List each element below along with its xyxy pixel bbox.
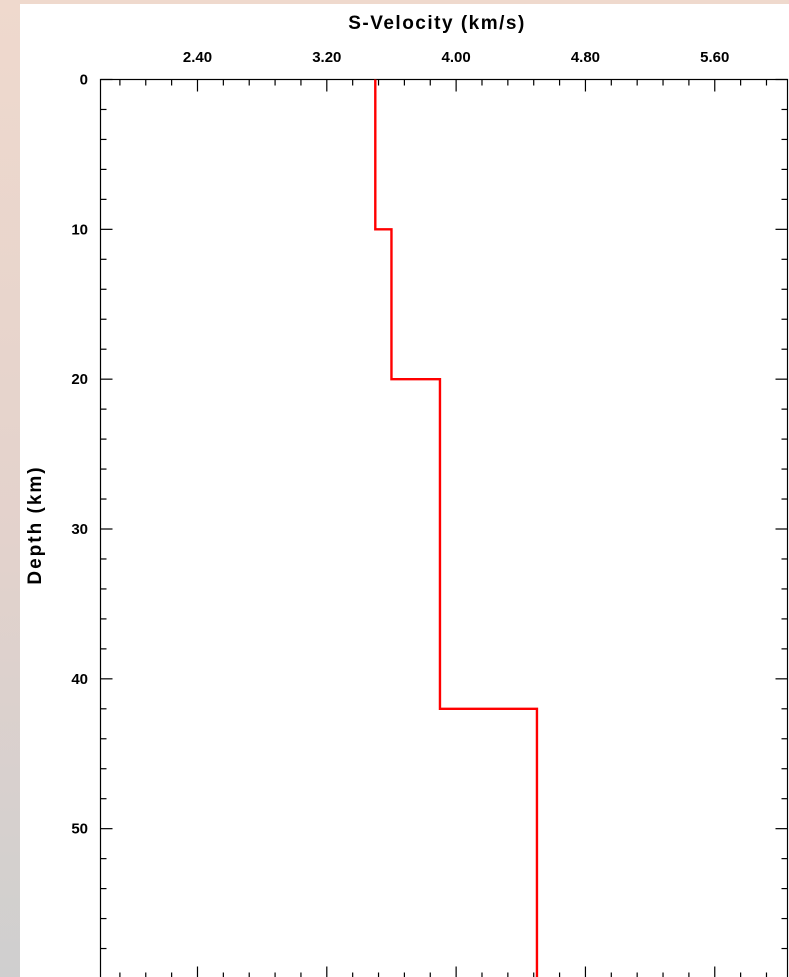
x-tick-label: 4.80 <box>571 49 600 66</box>
y-tick-label: 0 <box>80 72 88 89</box>
plot-area-frame <box>99 78 789 977</box>
y-tick-label: 20 <box>71 371 88 388</box>
x-axis: 2.40 3.20 4.00 4.80 5.60 <box>119 49 768 977</box>
velocity-profile-line <box>374 79 539 977</box>
y-axis-label: Depth (km) <box>25 465 46 584</box>
y-tick-label: 50 <box>71 821 88 838</box>
y-tick-label: 40 <box>71 671 88 688</box>
x-tick-label: 2.40 <box>183 49 212 66</box>
y-tick-label: 30 <box>71 521 88 538</box>
chart-title: S-Velocity (km/s) <box>348 13 526 34</box>
x-tick-label: 3.20 <box>312 49 341 66</box>
x-tick-label: 4.00 <box>442 49 471 66</box>
x-tick-label: 5.60 <box>700 49 729 66</box>
chart-panel <box>20 4 789 977</box>
y-axis: 0 10 20 30 40 50 <box>71 72 788 950</box>
series-layer <box>374 79 539 977</box>
y-tick-label: 10 <box>71 221 88 238</box>
